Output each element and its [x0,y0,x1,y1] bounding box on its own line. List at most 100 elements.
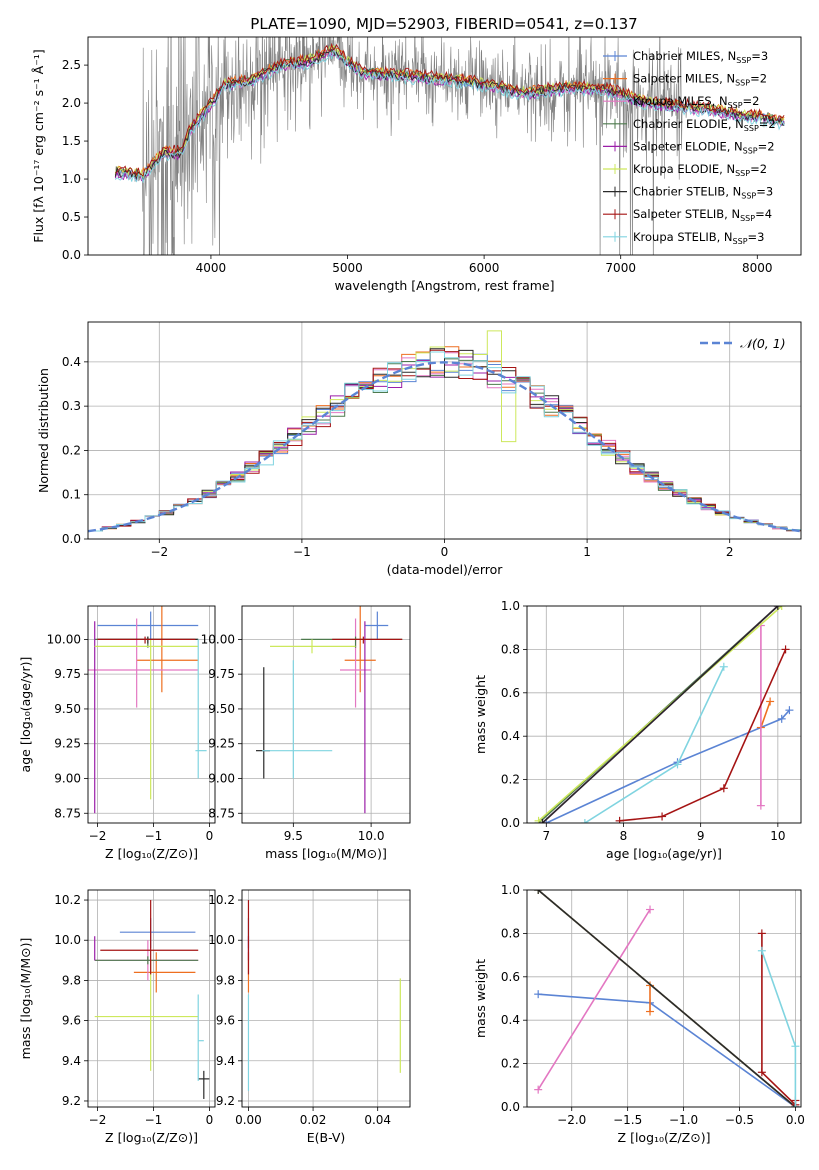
plot-area [94,900,210,1099]
mass-weight-line-6 [541,606,779,823]
x-tick-label: −1.0 [669,1113,698,1127]
x-tick-label: 10 [770,829,785,843]
plot-area [114,37,785,255]
axes-border [526,605,802,824]
axes-border [87,36,802,256]
x-tick-label: 0.02 [300,1113,327,1127]
model-spectrum-5 [114,45,785,178]
y-tick-label: 9.25 [208,737,235,751]
x-tick-label: −0.5 [725,1113,754,1127]
y-tick-label: 0.6 [501,686,520,700]
y-tick-label: 1.5 [62,134,81,148]
panel-mass-weight-vs-Z: −2.0 −1.5 −1.0 −0.5 0.0 0.0 0.2 0.4 0.6 0.8 1.0 Z [… [473,883,805,1145]
y-axis-label: mass [log₁₀(M/M⊙)] [18,938,33,1060]
plot-area [88,606,207,814]
y-tick-label: 0.2 [501,773,520,787]
x-tick-label: −2 [89,829,107,843]
y-tick-label: 8.75 [208,806,235,820]
y-tick-label: 9.6 [62,1014,81,1028]
mass-weight-line-0 [545,709,790,823]
axes-frame: 0.00 0.02 0.04 9.2 9.4 9.6 9.8 10.0 10.2 E(B-V) [208,889,411,1145]
x-tick-label: 0.04 [364,1113,391,1127]
y-tick-label: 9.75 [54,667,81,681]
x-tick-label: 7 [542,829,550,843]
x-tick-label: 6000 [469,261,500,275]
y-tick-label: 9.2 [62,1094,81,1108]
x-tick-label: −1 [145,829,163,843]
y-axis-label: age [log₁₀(age/yr)] [18,657,33,773]
y-tick-label: 0.4 [62,355,81,369]
panel-spectrum: 4000 5000 6000 7000 8000 0.0 0.5 1.0 1.5 2.0 2.5 wa… [31,36,802,293]
y-tick-label: 0.2 [501,1057,520,1071]
x-tick-label: 9.5 [284,829,303,843]
x-tick-label: 8 [620,829,628,843]
legend-subscript: SSP [741,192,756,201]
panel-mass-weight-vs-age: 7 8 9 10 0.0 0.2 0.4 0.6 0.8 1.0 age [log₁₀(age/yr… [473,599,802,861]
legend-subscript: SSP [743,146,758,155]
y-tick-label: 9.00 [208,771,235,785]
y-tick-label: 0.3 [62,399,81,413]
plot-area [534,606,794,823]
x-axis-label: (data-model)/error [387,562,504,577]
mass-weight-line-6 [537,890,796,1107]
legend-suffix: =3 [751,49,768,63]
legend-suffix: =2 [759,117,776,131]
x-axis-label: Z [log₁₀(Z/Z⊙)] [105,1130,198,1145]
legend-suffix: =3 [748,230,765,244]
y-tick-label: 9.4 [216,1054,235,1068]
x-tick-label: 7000 [605,261,636,275]
panel-residuals: −2 −1 0 1 2 0.0 0.1 0.2 0.3 0.4 (data-model)/error… [36,321,802,577]
y-tick-label: 0.0 [501,1100,520,1114]
y-tick-label: 9.4 [62,1054,81,1068]
y-axis-label: mass weight [473,675,488,754]
y-tick-label: 1.0 [62,172,81,186]
axes-frame: 4000 5000 6000 7000 8000 0.0 0.5 1.0 1.5 2.0 2.5 wa… [31,36,802,293]
x-tick-label: −2.0 [557,1113,586,1127]
y-tick-label: 9.2 [216,1094,235,1108]
x-tick-label: 9 [697,829,705,843]
legend-subscript: SSP [735,169,750,178]
x-tick-label: −1 [145,1113,163,1127]
y-tick-label: 0.0 [501,816,520,830]
axes-border [241,889,411,1108]
x-tick-label: −2 [89,1113,107,1127]
y-tick-label: 9.8 [62,973,81,987]
plot-area [247,900,401,1091]
y-tick-label: 9.25 [54,737,81,751]
x-tick-label: 10.0 [358,829,385,843]
x-tick-label: 8000 [742,261,773,275]
y-tick-label: 8.75 [54,806,81,820]
y-tick-label: 0.0 [62,532,81,546]
x-tick-label: 2 [726,545,734,559]
legend-entry: Salpeter MILES, NSSP=2 [633,72,767,88]
panel-mass-vs-EBV: 0.00 0.02 0.04 9.2 9.4 9.6 9.8 10.0 10.2 E(B-V) [208,889,411,1145]
y-tick-label: 1.0 [501,599,520,613]
legend: Chabrier MILES, NSSP=3 Salpeter MILES, NS… [603,49,776,246]
x-tick-label: 5000 [332,261,363,275]
y-tick-label: 0.8 [501,926,520,940]
y-tick-label: 0.0 [62,248,81,262]
x-tick-label: −1 [293,545,311,559]
x-axis-label: Z [log₁₀(Z/Z⊙)] [618,1130,711,1145]
y-axis-label: Flux [fλ 10⁻¹⁷ erg cm⁻² s⁻¹ Å⁻¹] [31,49,46,242]
model-spectrum-8 [114,50,785,183]
plot-area [88,330,801,533]
legend-entry: Chabrier MILES, NSSP=3 [633,49,768,65]
x-axis-label: age [log₁₀(age/yr)] [606,846,722,861]
plot-background [527,890,801,1107]
legend-subscript: SSP [733,237,748,246]
y-tick-label: 9.8 [216,973,235,987]
axes-border [87,605,216,824]
legend-entry: Kroupa STELIB, NSSP=3 [633,230,764,246]
x-axis-label: wavelength [Angstrom, rest frame] [334,278,554,293]
plot-background [242,606,410,823]
y-tick-label: 0.6 [501,970,520,984]
mass-weight-line-1 [760,701,771,728]
x-tick-label: −1.5 [613,1113,642,1127]
axes-frame: 7 8 9 10 0.0 0.2 0.4 0.6 0.8 1.0 age [log₁₀(age/yr… [473,599,802,861]
x-tick-label: 0.0 [786,1113,805,1127]
y-tick-label: 10.00 [47,632,81,646]
legend-subscript: SSP [736,56,751,65]
legend-subscript: SSP [740,214,755,223]
legend-entry: Salpeter STELIB, NSSP=4 [633,207,772,223]
